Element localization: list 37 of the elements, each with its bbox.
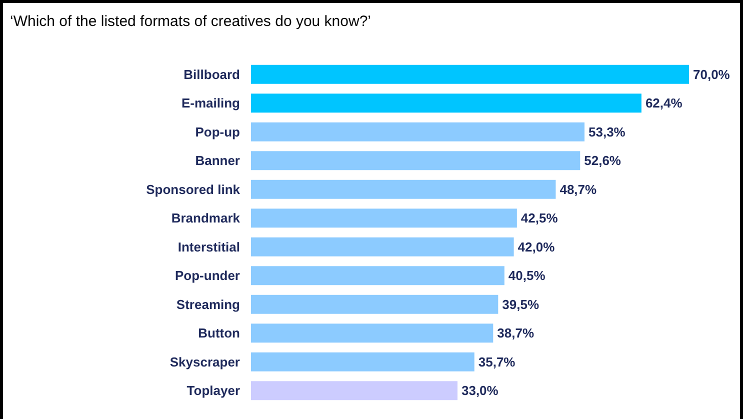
data-label: 62,4% bbox=[645, 96, 683, 111]
bar bbox=[251, 294, 498, 314]
data-label: 42,5% bbox=[520, 210, 558, 226]
y-tick-label: Pop-up bbox=[195, 124, 240, 140]
bar bbox=[251, 352, 474, 372]
y-tick-label: Banner bbox=[195, 153, 240, 168]
y-tick-label: Interstitial bbox=[178, 239, 240, 254]
y-tick-label: E-mailing bbox=[181, 96, 240, 111]
bar bbox=[251, 237, 514, 256]
bar bbox=[251, 180, 556, 199]
y-tick-label: Sponsored link bbox=[146, 182, 241, 197]
data-label: 33,0% bbox=[461, 383, 499, 398]
y-tick-label: Pop-under bbox=[175, 268, 240, 284]
bar bbox=[251, 122, 585, 142]
data-label: 40,5% bbox=[508, 268, 546, 284]
bar bbox=[251, 64, 689, 84]
chart-title: ‘Which of the listed formats of creatives do you know?’ bbox=[10, 13, 371, 30]
y-tick-label: Billboard bbox=[184, 66, 240, 82]
bar bbox=[251, 324, 494, 343]
y-tick-label: Toplayer bbox=[186, 383, 240, 398]
data-label: 70,0% bbox=[693, 66, 730, 82]
bar bbox=[251, 94, 642, 113]
data-label: 39,5% bbox=[502, 296, 540, 312]
data-label: 42,0% bbox=[518, 239, 556, 254]
y-tick-label: Brandmark bbox=[171, 210, 241, 226]
data-label: 48,7% bbox=[560, 182, 598, 197]
y-tick-label: Button bbox=[198, 326, 240, 341]
bar bbox=[251, 208, 517, 228]
y-tick-label: Skyscraper bbox=[170, 354, 240, 370]
bar bbox=[251, 151, 580, 170]
data-label: 53,3% bbox=[588, 124, 626, 140]
bar bbox=[251, 266, 504, 286]
bar bbox=[251, 381, 458, 400]
y-tick-label: Streaming bbox=[176, 296, 240, 312]
data-label: 52,6% bbox=[584, 153, 622, 168]
data-label: 38,7% bbox=[497, 326, 534, 341]
data-label: 35,7% bbox=[478, 354, 516, 370]
